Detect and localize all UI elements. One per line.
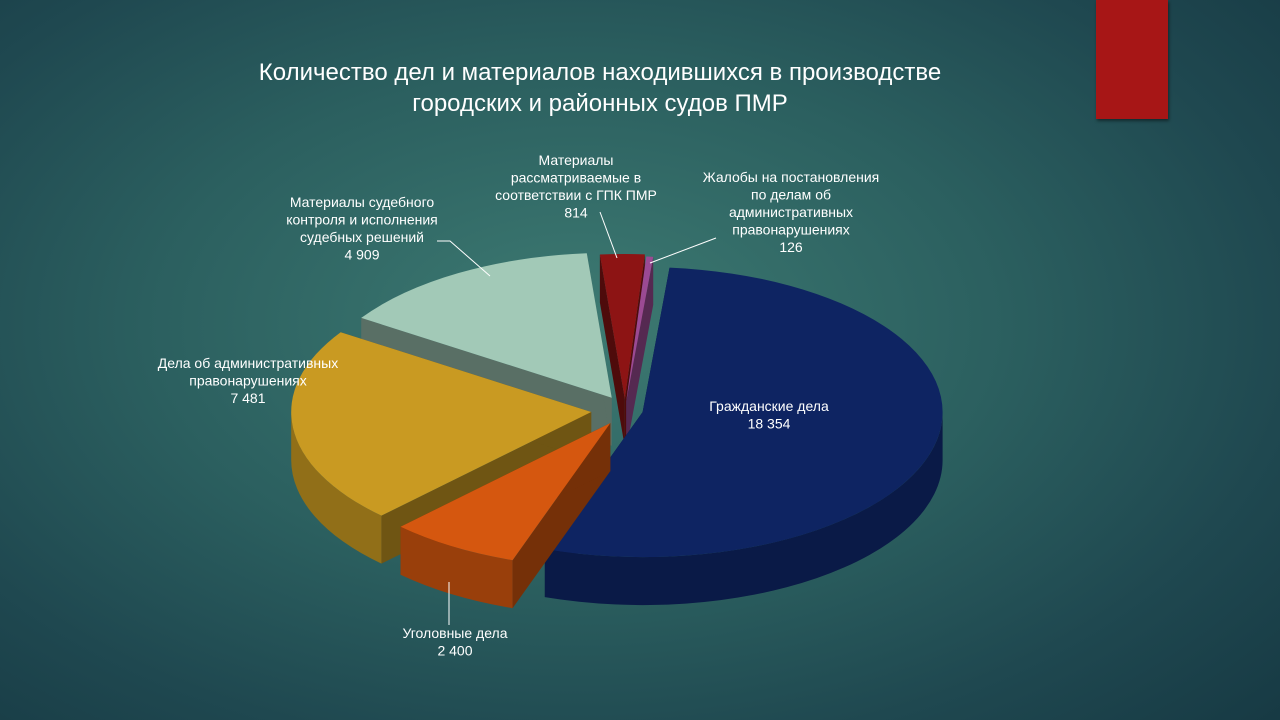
slice-жалобы-на-постановления-по-делам-об-административных-правонарушениях-label: Жалобы на постановления по делам об админи… bbox=[703, 169, 880, 255]
slice-жалобы-на-постановления-по-делам-об-административных-правонарушениях-side-end bbox=[626, 256, 654, 450]
chart-title-line-1: Количество дел и материалов находившихся… bbox=[258, 59, 942, 86]
accent-bar bbox=[1096, 0, 1168, 119]
slice-материалы-судебного-контроля-и-исполнения-судебных-решений-label: Материалы судебного контроля и исполнения… bbox=[286, 194, 438, 263]
slice-labels: Гражданские дела 18 354 Уголовные дела 2 40… bbox=[158, 152, 879, 659]
slice-дела-об-административных-правонарушениях-label-line: Дела об административных bbox=[158, 355, 338, 371]
slice-гражданские-дела-wall bbox=[544, 412, 943, 606]
slice-уголовные-дела-top bbox=[400, 423, 611, 561]
slice-материалы-рассматриваемые-в-соответствии-с-гпк-пмр-label-line: соответствии с ГПК ПМР bbox=[495, 187, 657, 203]
slice-материалы-судебного-контроля-и-исполнения-судебных-решений-value: 4 909 bbox=[344, 247, 379, 263]
slice-материалы-рассматриваемые-в-соответствии-с-гпк-пмр-leader-line bbox=[599, 211, 618, 259]
slice-материалы-судебного-контроля-и-исполнения-судебных-решений-label-line: Материалы судебного bbox=[290, 194, 435, 210]
chart-title: Количество дел и материалов находившихся… bbox=[180, 57, 1020, 119]
slice-материалы-судебного-контроля-и-исполнения-судебных-решений-label-line: контроля и исполнения bbox=[286, 212, 438, 228]
slice-жалобы-на-постановления-по-делам-об-административных-правонарушениях-top bbox=[626, 256, 654, 402]
leader-lines bbox=[437, 211, 717, 625]
slice-материалы-судебного-контроля-и-исполнения-судебных-решений-leader-line bbox=[437, 240, 491, 277]
slice-уголовные-дела-label-line: Уголовные дела bbox=[402, 625, 507, 641]
slice-дела-об-административных-правонарушениях-label: Дела об административных правонарушениях 7… bbox=[158, 355, 338, 406]
slice-материалы-рассматриваемые-в-соответствии-с-гпк-пмр-label-line: рассматриваемые в bbox=[511, 170, 641, 186]
slice-материалы-судебного-контроля-и-исполнения-судебных-решений-top bbox=[361, 253, 612, 398]
slice-гражданские-дела-label: Гражданские дела 18 354 bbox=[709, 398, 829, 432]
slice-уголовные-дела-value: 2 400 bbox=[437, 643, 472, 659]
slice-материалы-рассматриваемые-в-соответствии-с-гпк-пмр-label-line: Материалы bbox=[539, 152, 614, 168]
slice-материалы-рассматриваемые-в-соответствии-с-гпк-пмр-label: Материалы рассматриваемые в соответствии с… bbox=[495, 152, 657, 221]
chart-title-line-2: городских и районных судов ПМР bbox=[412, 90, 788, 117]
slice-материалы-рассматриваемые-в-соответствии-с-гпк-пмр-side-start bbox=[599, 254, 625, 448]
slice-жалобы-на-постановления-по-делам-об-административных-правонарушениях-label-line: по делам об bbox=[751, 187, 831, 203]
slice-дела-об-административных-правонарушениях-top bbox=[291, 332, 592, 516]
slice-уголовные-дела-label: Уголовные дела 2 400 bbox=[402, 625, 507, 659]
pie-slices bbox=[291, 253, 943, 609]
slice-дела-об-административных-правонарушениях-label-line: правонарушениях bbox=[189, 373, 307, 389]
slice-жалобы-на-постановления-по-делам-об-административных-правонарушениях bbox=[626, 256, 654, 450]
slice-жалобы-на-постановления-по-делам-об-административных-правонарушениях-label-line: правонарушениях bbox=[732, 222, 850, 238]
slice-жалобы-на-постановления-по-делам-об-административных-правонарушениях-value: 126 bbox=[779, 239, 803, 255]
slice-уголовные-дела bbox=[400, 423, 611, 609]
slice-гражданские-дела-value: 18 354 bbox=[748, 416, 791, 432]
slice-материалы-рассматриваемые-в-соответствии-с-гпк-пмр-top bbox=[599, 254, 645, 400]
slice-дела-об-административных-правонарушениях-wall bbox=[291, 411, 382, 564]
slice-уголовные-дела-wall bbox=[400, 526, 513, 609]
slice-гражданские-дела-label-line: Гражданские дела bbox=[709, 398, 829, 414]
slice-гражданские-дела bbox=[544, 267, 943, 606]
slice-материалы-рассматриваемые-в-соответствии-с-гпк-пмр-value: 814 bbox=[564, 205, 588, 221]
slice-жалобы-на-постановления-по-делам-об-административных-правонарушениях-leader-line bbox=[649, 237, 717, 264]
slice-гражданские-дела-top bbox=[544, 267, 943, 558]
slice-жалобы-на-постановления-по-делам-об-административных-правонарушениях-label-line: административных bbox=[729, 204, 853, 220]
slice-жалобы-на-постановления-по-делам-об-административных-правонарушениях-label-line: Жалобы на постановления bbox=[703, 169, 880, 185]
slice-дела-об-административных-правонарушениях-value: 7 481 bbox=[230, 390, 265, 406]
slice-материалы-судебного-контроля-и-исполнения-судебных-решений-label-line: судебных решений bbox=[300, 229, 424, 245]
